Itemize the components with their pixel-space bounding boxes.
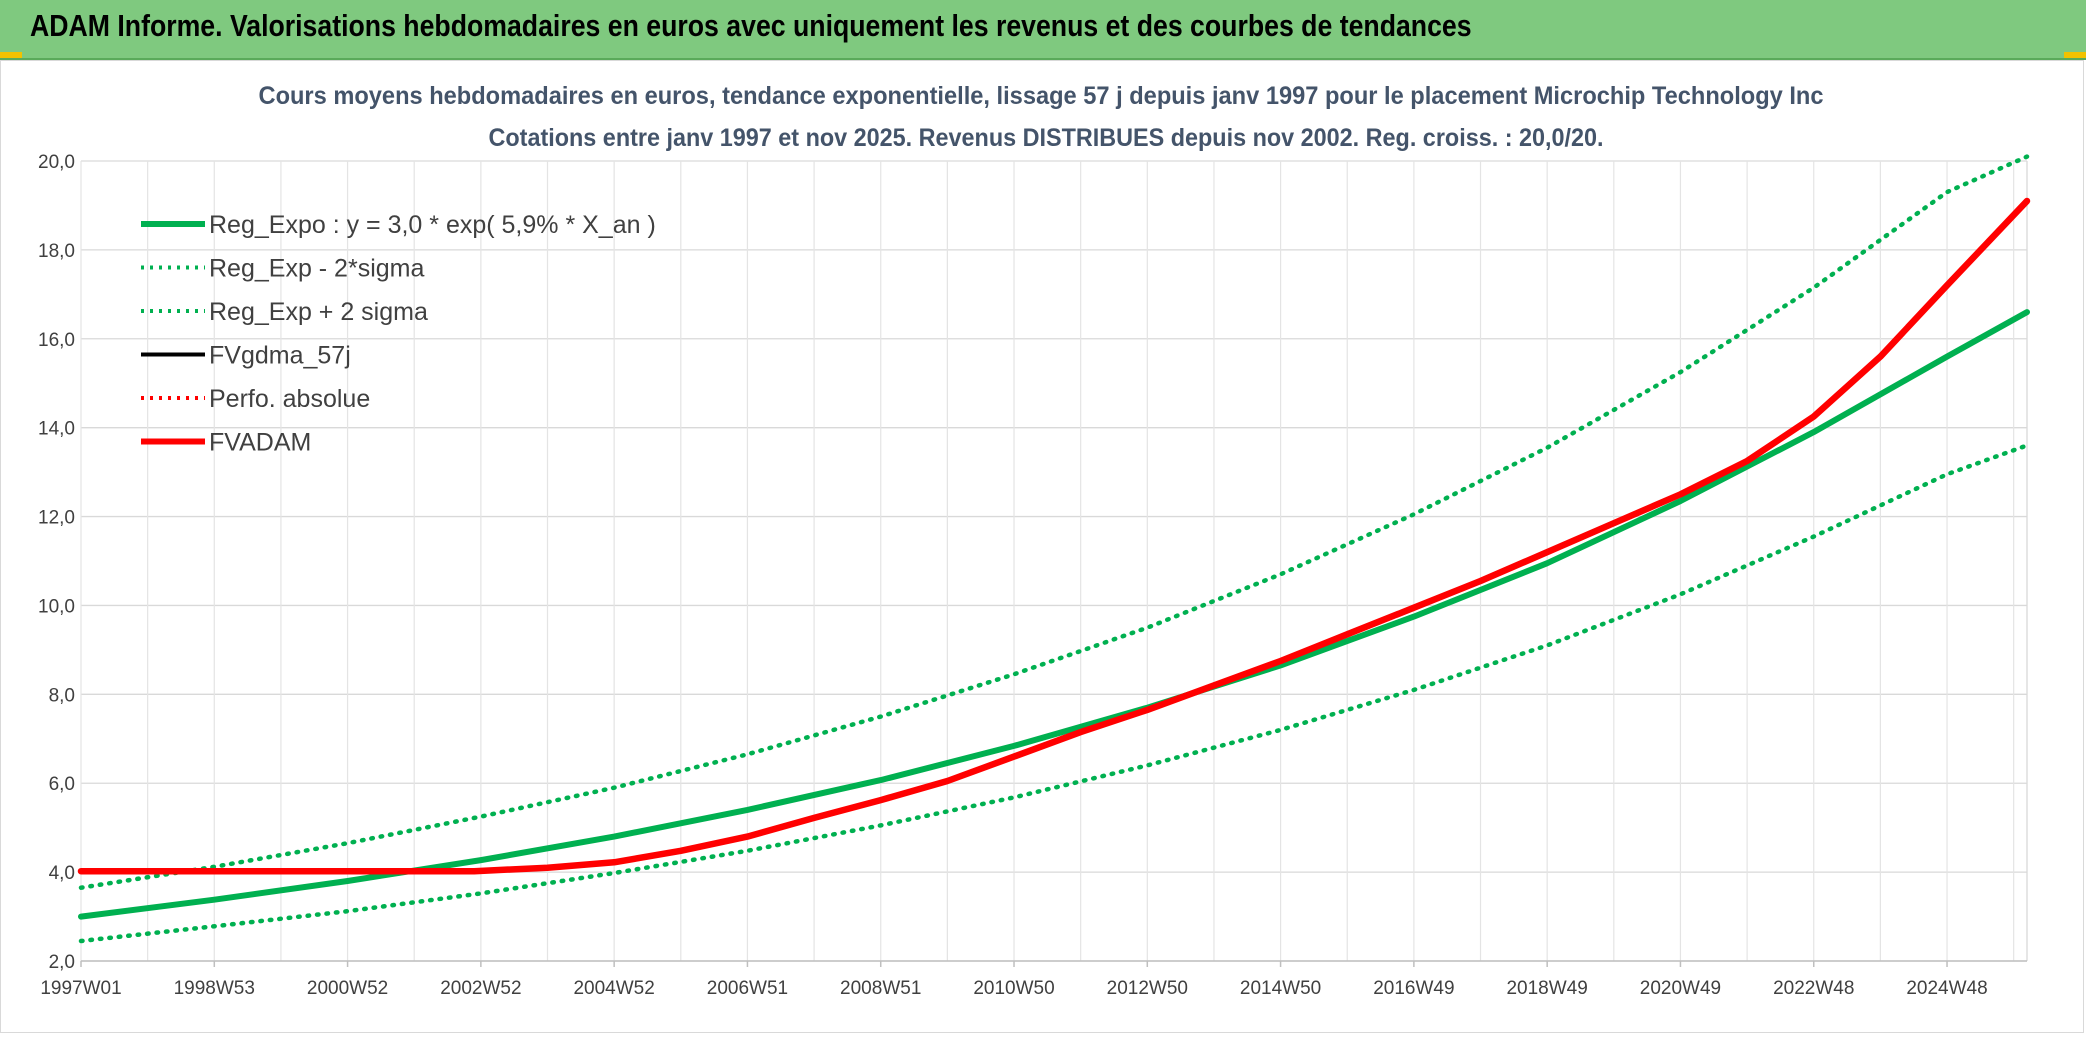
x-tick-label: 2022W48 xyxy=(1773,978,1854,999)
legend-label-perfo-absolue: Perfo. absolue xyxy=(209,385,370,413)
corner-marker-right xyxy=(2064,52,2086,58)
x-tick-label: 2004W52 xyxy=(573,978,654,999)
report-banner: ADAM Informe. Valorisations hebdomadaire… xyxy=(0,0,2086,60)
y-tick-label: 4,0 xyxy=(49,863,75,884)
x-tick-label: 1998W53 xyxy=(174,978,255,999)
series-lines xyxy=(77,154,2031,944)
legend-label-reg-exp-2-sigma: Reg_Exp + 2 sigma xyxy=(209,298,428,326)
chart-title-line-1: Cours moyens hebdomadaires en euros, ten… xyxy=(259,82,1824,110)
series-line-reg-exp-2-sigma xyxy=(78,443,2030,944)
series-line-reg-expo-y-3-0-exp-5-9-x-an xyxy=(78,309,2030,920)
legend-label-reg-exp-2-sigma: Reg_Exp - 2*sigma xyxy=(209,255,424,283)
y-tick-label: 18,0 xyxy=(38,241,75,262)
y-tick-label: 10,0 xyxy=(38,596,75,617)
x-tick-label: 2014W50 xyxy=(1240,978,1321,999)
y-tick-label: 6,0 xyxy=(49,774,75,795)
report-title: ADAM Informe. Valorisations hebdomadaire… xyxy=(30,8,1472,43)
x-tick-label: 2018W49 xyxy=(1506,978,1587,999)
legend-label-reg-expo-y-3-0-exp-5-9-x-an: Reg_Expo : y = 3,0 * exp( 5,9% * X_an ) xyxy=(209,211,656,239)
x-tick-label: 2006W51 xyxy=(707,978,788,999)
x-tick-label: 1997W01 xyxy=(40,978,121,999)
x-tick-label: 2016W49 xyxy=(1373,978,1454,999)
y-tick-label: 8,0 xyxy=(49,685,75,706)
x-tick-label: 2002W52 xyxy=(440,978,521,999)
x-tick-label: 2000W52 xyxy=(307,978,388,999)
y-tick-label: 2,0 xyxy=(49,952,75,973)
series-line-reg-exp-2-sigma xyxy=(78,154,2030,890)
legend-label-fvgdma-57j: FVgdma_57j xyxy=(209,342,351,370)
x-tick-label: 2020W49 xyxy=(1640,978,1721,999)
x-tick-label: 2012W50 xyxy=(1107,978,1188,999)
legend: Reg_Expo : y = 3,0 * exp( 5,9% * X_an ) R… xyxy=(141,211,656,457)
axes: 2,0 4,0 6,0 8,0 10,0 12,0 14,0 16,0 18,0 20,0 1997… xyxy=(38,152,2027,999)
legend-label-fvadam: FVADAM xyxy=(209,429,311,457)
chart-svg: Cours moyens hebdomadaires en euros, ten… xyxy=(38,82,2031,999)
y-tick-label: 16,0 xyxy=(38,330,75,351)
chart-title-line-2: Cotations entre janv 1997 et nov 2025. R… xyxy=(489,124,1604,152)
y-tick-label: 20,0 xyxy=(38,152,75,173)
corner-marker-left xyxy=(0,52,22,58)
x-tick-label: 2008W51 xyxy=(840,978,921,999)
chart-area: Cours moyens hebdomadaires en euros, ten… xyxy=(0,60,2084,1033)
series-line-fvadam xyxy=(77,197,2031,875)
y-tick-label: 12,0 xyxy=(38,508,75,529)
y-tick-label: 14,0 xyxy=(38,419,75,440)
x-tick-label: 2024W48 xyxy=(1906,978,1987,999)
x-tick-label: 2010W50 xyxy=(973,978,1054,999)
